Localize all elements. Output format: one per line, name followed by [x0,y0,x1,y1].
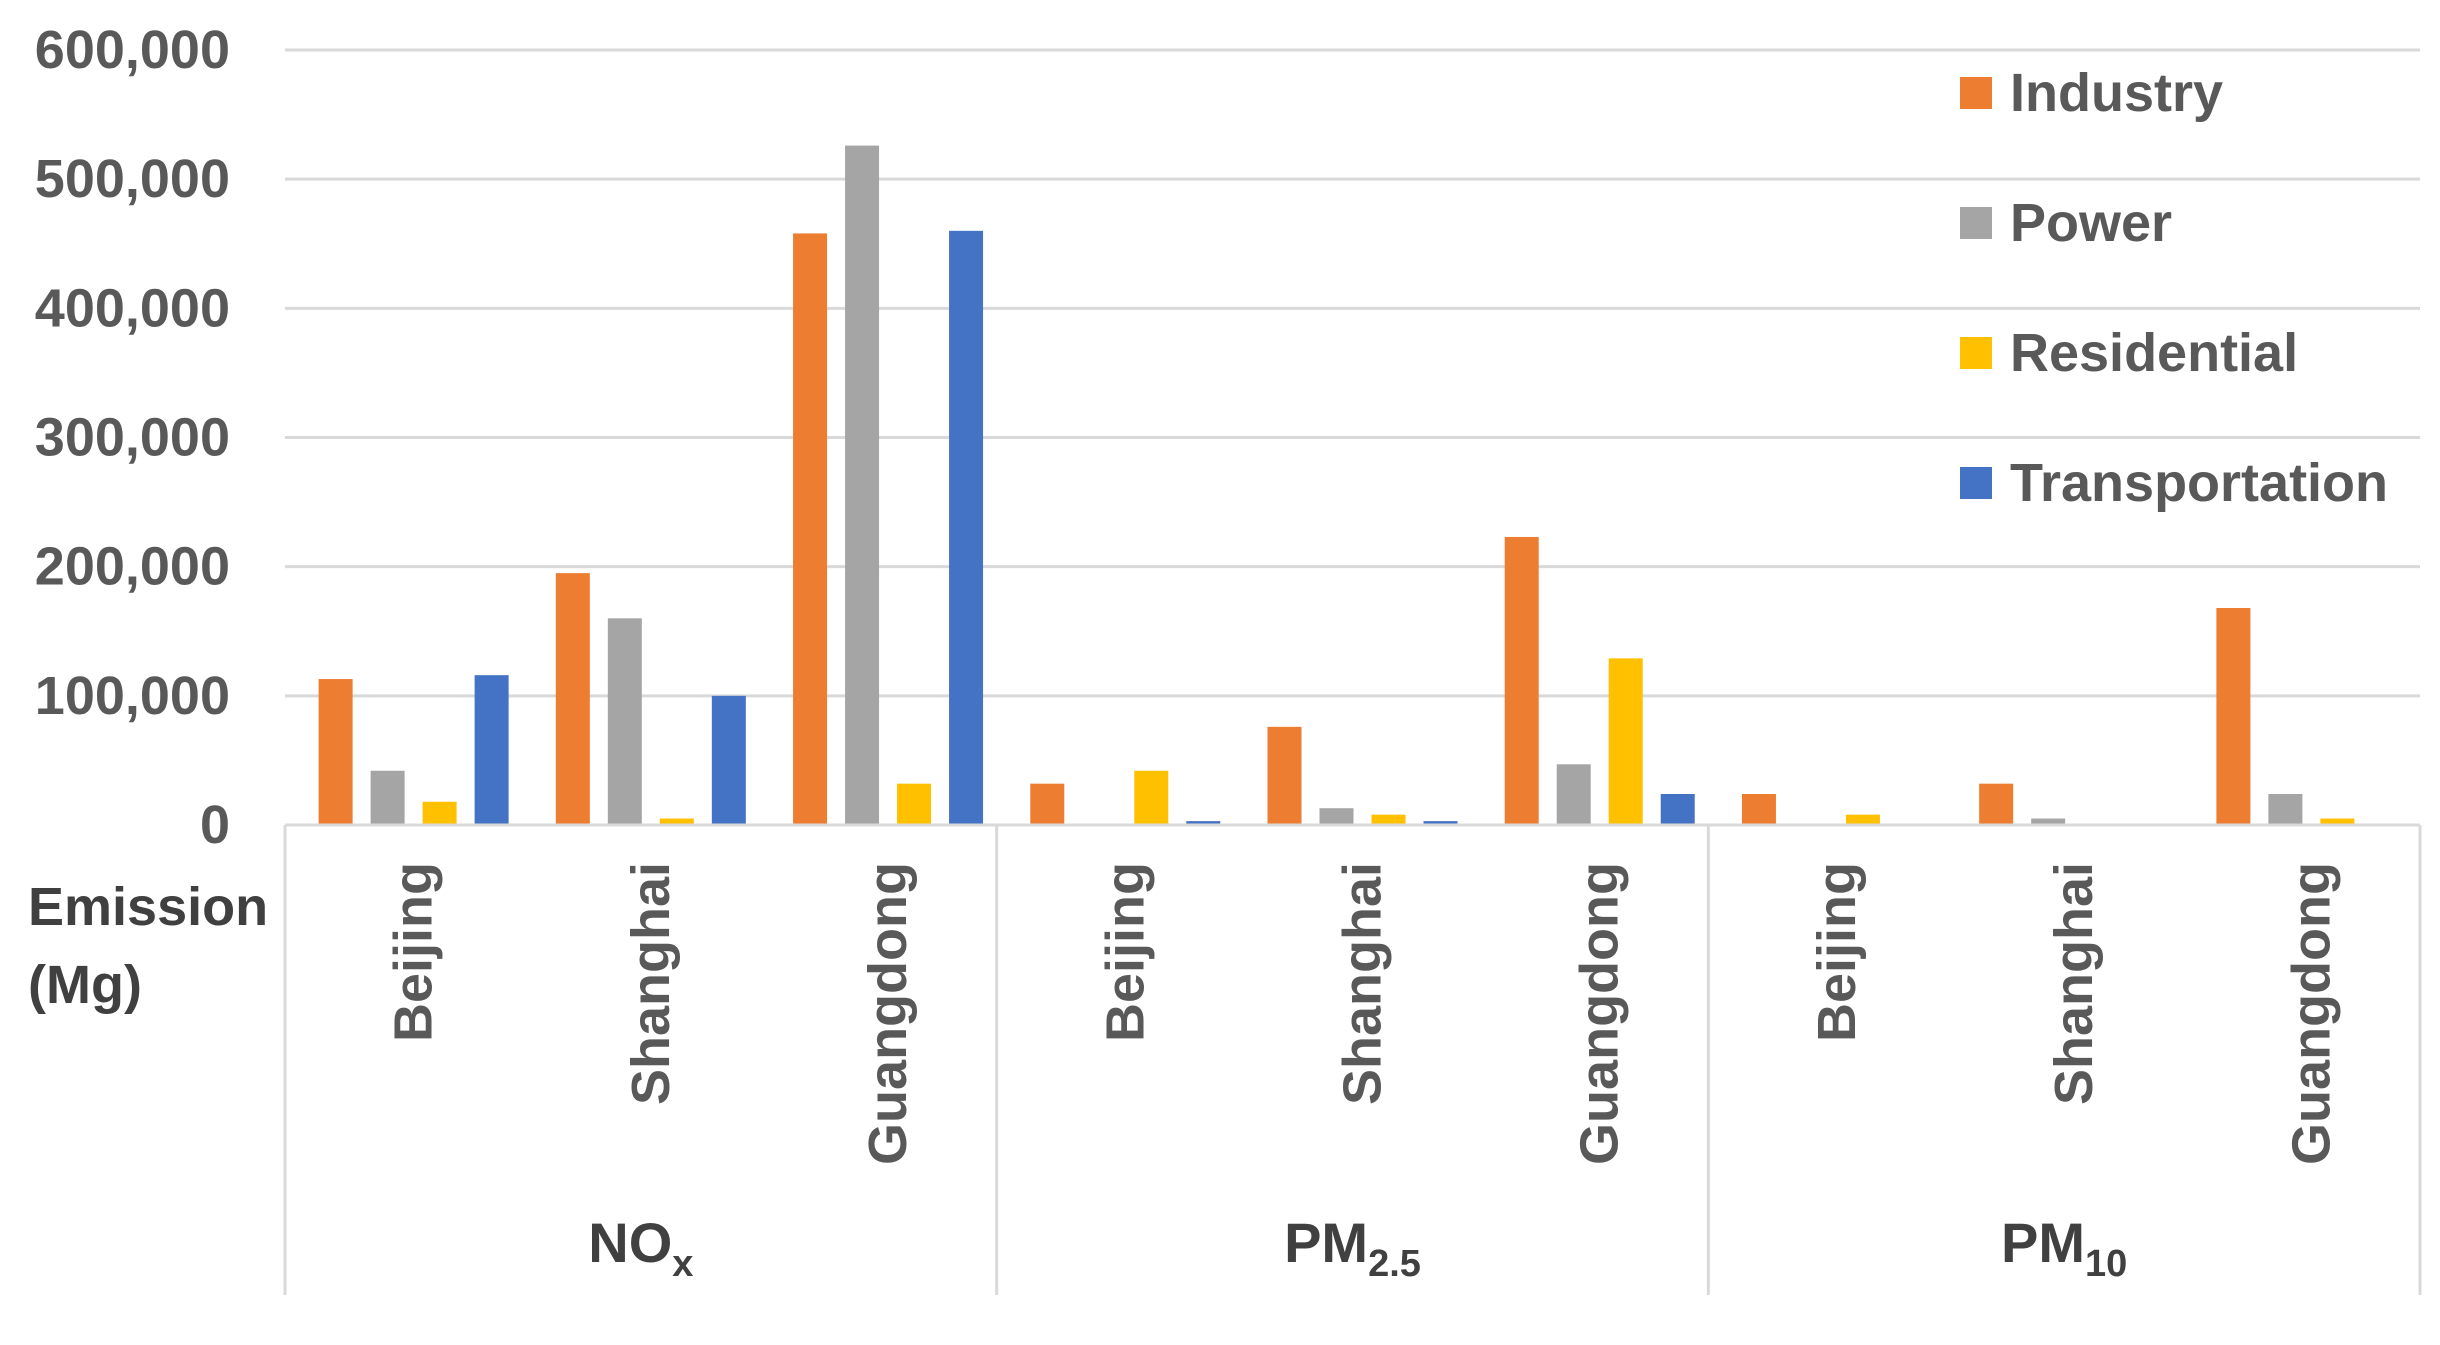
y-tick-label: 600,000 [35,20,230,80]
y-tick-label: 300,000 [35,408,230,468]
group-labels: NOx PM2.5 PM10 [588,1211,2127,1285]
y-tick-label: 500,000 [35,149,230,209]
y-tick-label: 200,000 [35,537,230,597]
y-tick-label: 400,000 [35,278,230,338]
y-axis-ticks: 0 100,000 200,000 300,000 400,000 500,000 600,… [35,20,230,855]
bar-transportation [949,230,984,826]
bar-industry [555,573,590,825]
x-category-label: Beijing [1095,862,1155,1042]
bar-industry [1504,536,1539,825]
legend-label: Residential [2010,323,2298,383]
bar-power [1556,764,1591,825]
bar-industry [1741,794,1776,825]
bars [318,145,2355,826]
bar-industry [1267,726,1302,825]
bar-power [607,618,642,825]
y-tick-label: 0 [200,795,230,855]
bar-residential [422,801,457,825]
bar-industry [1979,783,2014,825]
legend-swatch [1960,207,1992,239]
bar-residential [897,783,932,825]
legend-label: Transportation [2010,453,2388,513]
legend: Industry Power Residential Transportation [1960,63,2388,513]
bar-power [845,145,880,826]
bar-industry [318,679,353,825]
bar-power [2268,794,2303,825]
x-category-label: Beijing [384,862,444,1042]
bar-industry [1030,783,1065,825]
bar-industry [793,233,828,825]
x-category-label: Guangdong [858,862,918,1165]
x-category-label: Guangdong [1570,862,1630,1165]
y-axis-title: Emission (Mg) [28,877,268,1015]
bar-transportation [1186,821,1221,825]
group-label: NOx [588,1211,693,1285]
group-label: PM2.5 [1284,1211,1421,1285]
y-axis-title-line: Emission [28,877,268,937]
legend-swatch [1960,467,1992,499]
bar-transportation [474,675,509,825]
legend-label: Industry [2010,63,2223,123]
legend-swatch [1960,337,1992,369]
bar-power [1319,808,1354,825]
legend-label: Power [2010,193,2172,253]
y-axis-title-line: (Mg) [28,955,142,1015]
bar-transportation [1660,794,1695,825]
bar-power [2031,818,2066,825]
legend-swatch [1960,77,1992,109]
bar-residential [1608,658,1643,825]
bar-residential [659,818,694,825]
bar-industry [2216,608,2251,825]
x-category-label: Shanghai [2044,862,2104,1105]
x-axis [283,823,2422,1295]
bar-residential [2320,818,2355,825]
x-category-label: Guangdong [2281,862,2341,1165]
bar-transportation [1423,821,1458,825]
gridlines [285,48,2420,698]
bar-residential [1134,770,1169,825]
bar-residential [1371,814,1406,825]
group-label: PM10 [2001,1211,2127,1285]
x-category-label: Beijing [1807,862,1867,1042]
category-labels: Beijing Shanghai Guangdong Beijing Shanghai G… [384,862,2342,1165]
bar-transportation [711,695,746,825]
x-category-label: Shanghai [1333,862,1393,1105]
bar-residential [1845,814,1880,825]
bar-power [370,770,405,825]
y-tick-label: 100,000 [35,666,230,726]
x-category-label: Shanghai [621,862,681,1105]
